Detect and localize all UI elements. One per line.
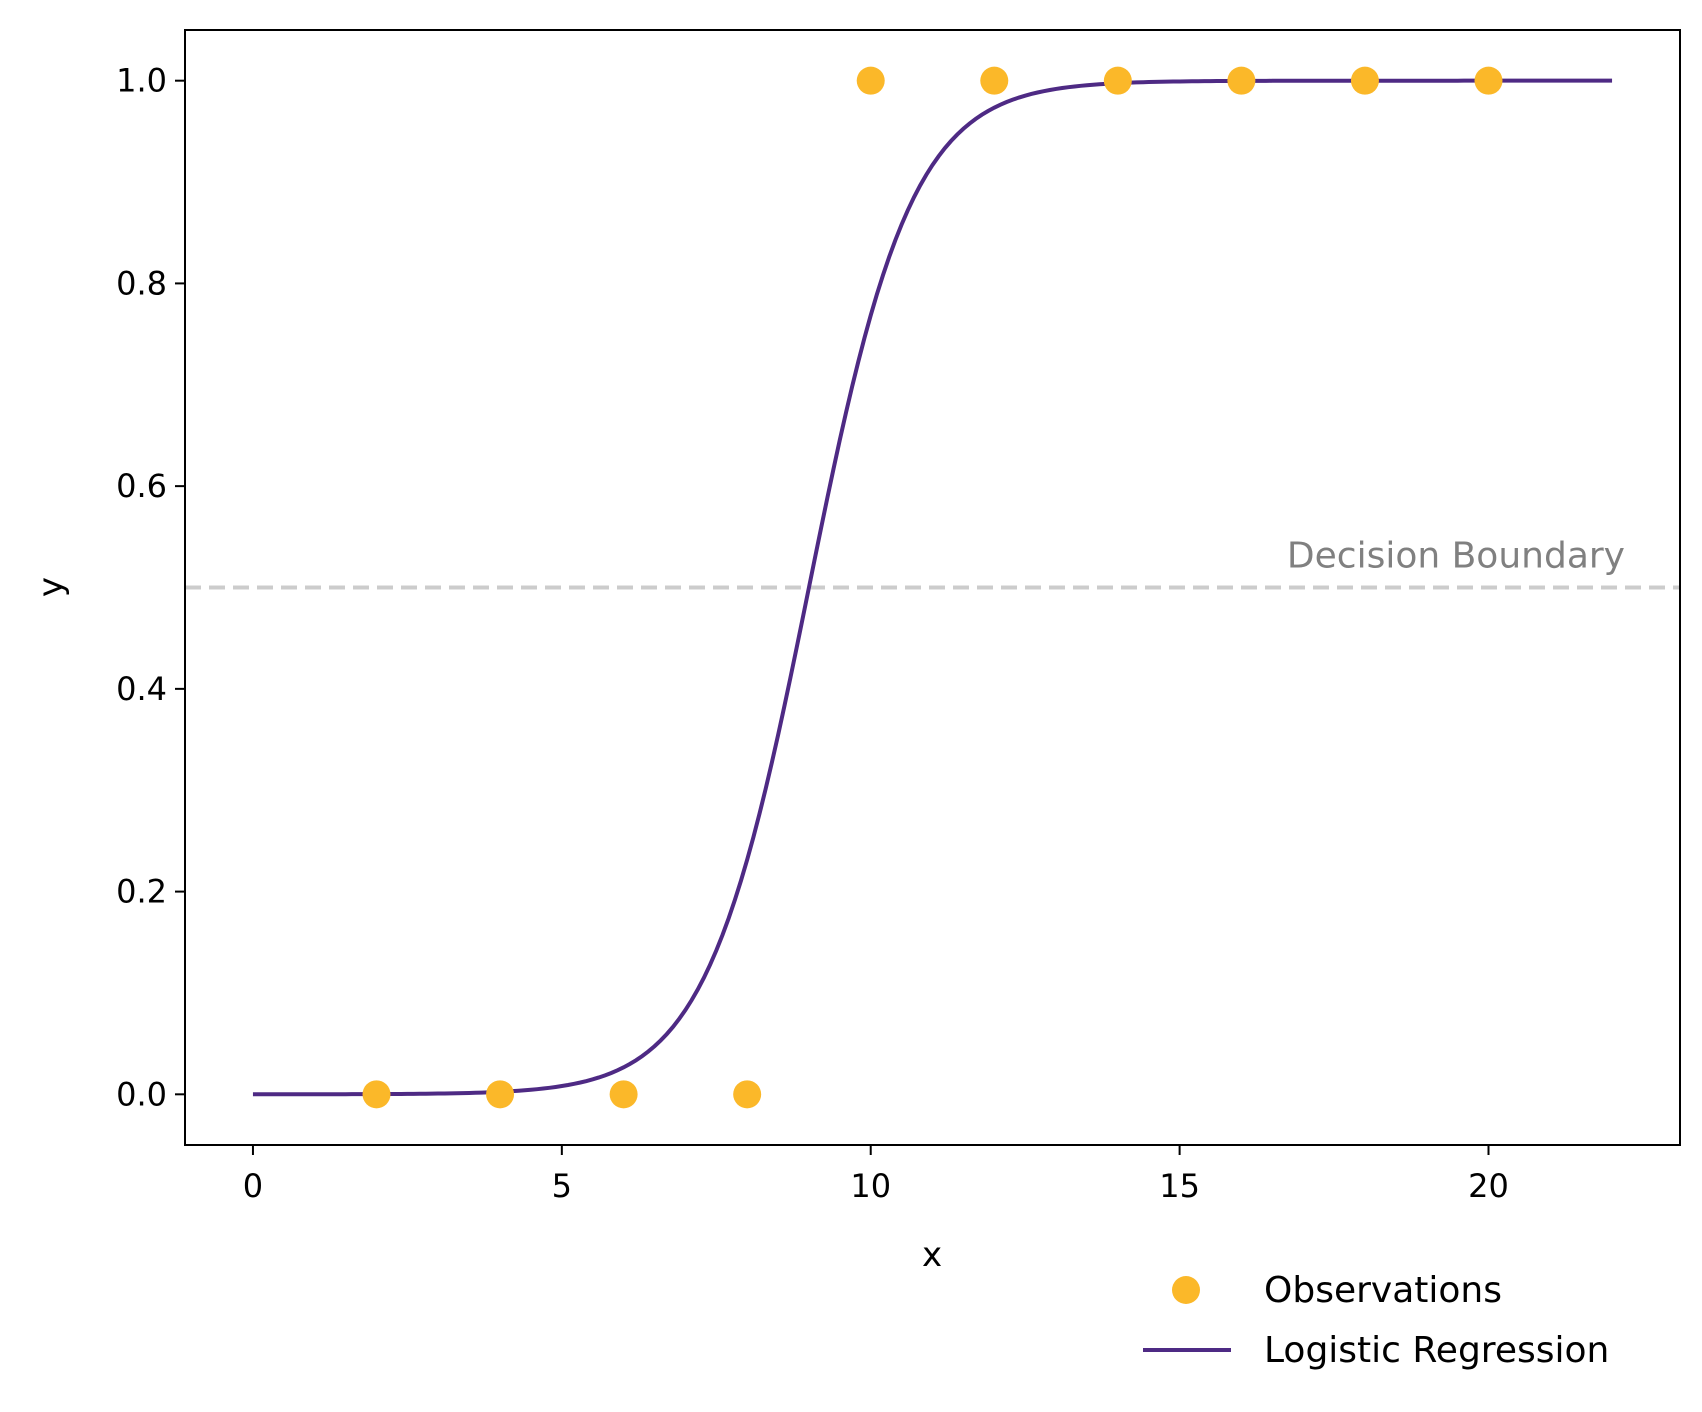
y-axis-label: y [31, 577, 71, 597]
decision-boundary-label: Decision Boundary [1287, 536, 1625, 577]
x-tick-label: 15 [1159, 1167, 1200, 1205]
y-tick-label: 0.4 [116, 670, 167, 708]
y-tick-label: 1.0 [116, 62, 167, 100]
y-tick-label: 0.2 [116, 873, 167, 911]
plot-area: Decision Boundary [185, 66, 1680, 1109]
y-tick-label: 0.6 [116, 467, 167, 505]
observation-point [1103, 66, 1132, 95]
legend-label-observations: Observations [1264, 1270, 1502, 1311]
legend: Observations Logistic Regression [1143, 1270, 1609, 1371]
x-tick-label: 20 [1468, 1167, 1509, 1205]
observation-point [609, 1080, 638, 1109]
logistic-regression-curve [252, 78, 1613, 1097]
observation-point [1474, 66, 1503, 95]
observation-point [1350, 66, 1379, 95]
observation-point [733, 1080, 762, 1109]
observation-point [856, 66, 885, 95]
legend-marker-observations [1172, 1276, 1200, 1304]
observation-point [362, 1080, 391, 1109]
x-axis-ticks: 0 5 10 15 20 [243, 1145, 1509, 1205]
observation-point [980, 66, 1009, 95]
y-axis-ticks: 0.0 0.2 0.4 0.6 0.8 1.0 [116, 62, 185, 1113]
y-tick-label: 0.0 [116, 1075, 167, 1113]
x-tick-label: 0 [243, 1167, 263, 1205]
observation-point [486, 1080, 515, 1109]
legend-label-logistic-regression: Logistic Regression [1264, 1330, 1609, 1371]
x-tick-label: 10 [850, 1167, 891, 1205]
x-axis-label: x [922, 1235, 942, 1275]
x-tick-label: 5 [552, 1167, 572, 1205]
axes-frame [184, 29, 1681, 1146]
observation-point [1227, 66, 1256, 95]
y-tick-label: 0.8 [116, 264, 167, 302]
